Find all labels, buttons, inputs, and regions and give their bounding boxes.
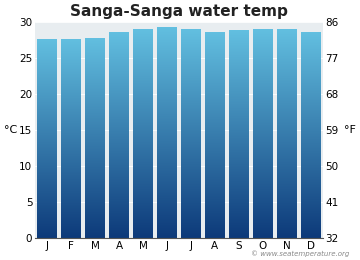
Title: Sanga-Sanga water temp: Sanga-Sanga water temp xyxy=(70,4,288,19)
Y-axis label: °F: °F xyxy=(344,125,356,135)
Text: © www.seatemperature.org: © www.seatemperature.org xyxy=(251,251,349,257)
Y-axis label: °C: °C xyxy=(4,125,17,135)
